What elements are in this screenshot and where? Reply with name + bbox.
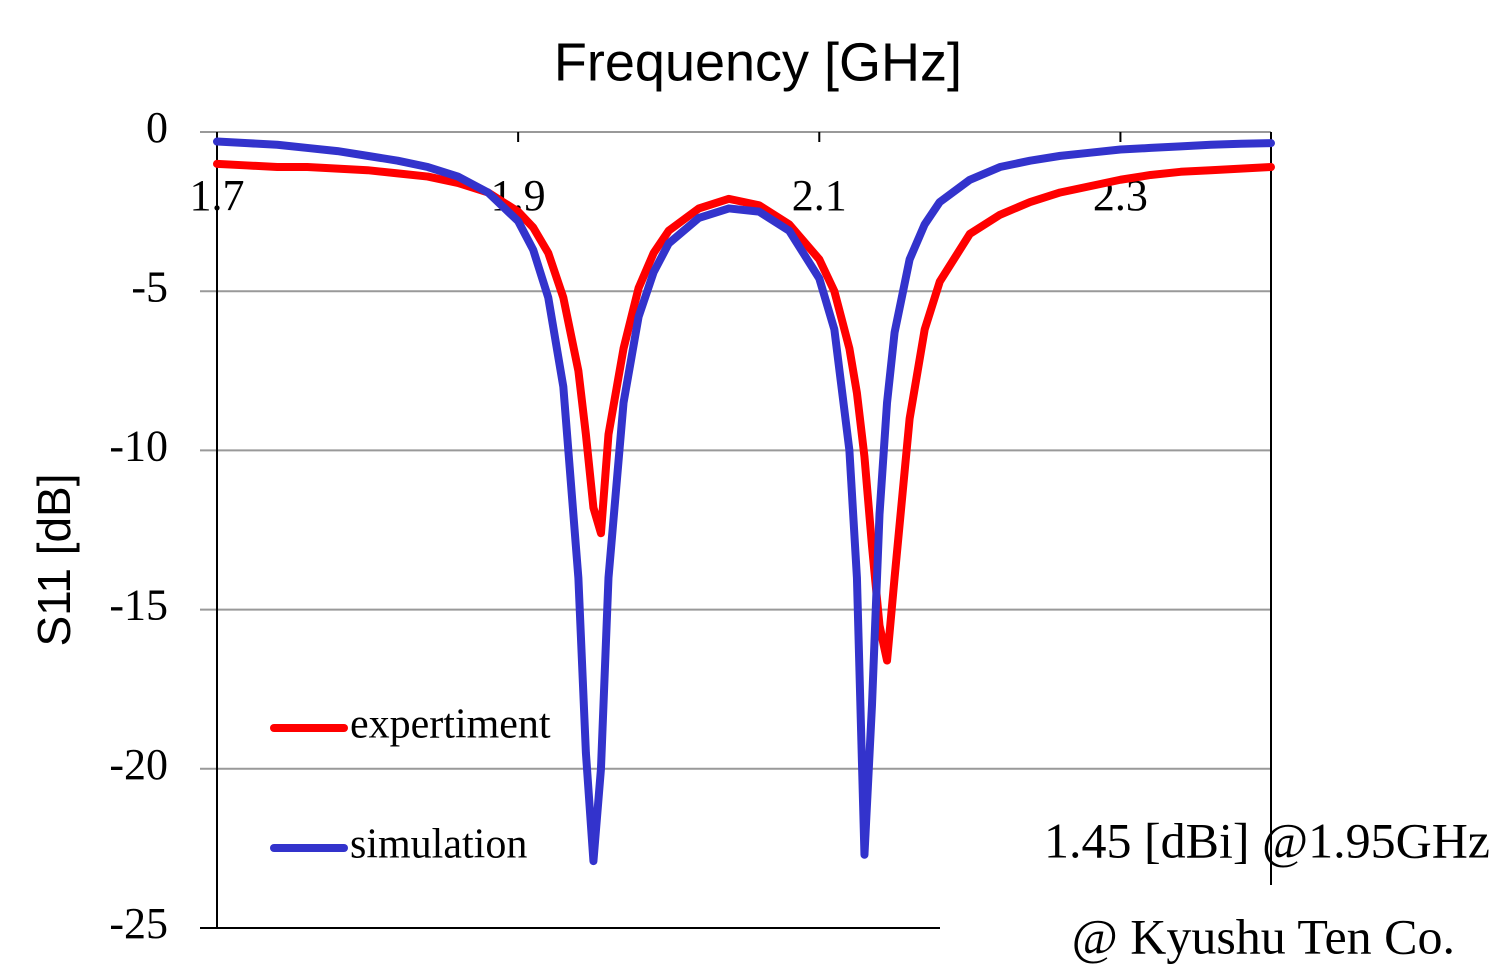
series-line — [213, 159, 1275, 665]
x-tick-label: 1.7 — [190, 171, 245, 220]
legend-label: expertiment — [350, 702, 551, 748]
y-tick-label: -10 — [109, 421, 168, 470]
legend-label: simulation — [350, 822, 527, 868]
y-tick-label: 0 — [146, 103, 168, 152]
y-tick-label: -20 — [109, 740, 168, 789]
annotation: @ Kyushu Ten Co. — [1072, 908, 1455, 964]
y-tick-label: -5 — [131, 262, 168, 311]
series-line — [213, 137, 1275, 866]
y-axis-label: S11 [dB] — [28, 473, 80, 646]
x-tick-label: 2.1 — [792, 171, 847, 220]
annotation: 1.45 [dBi] @1.95GHz — [1044, 812, 1490, 868]
chart-title: Frequency [GHz] — [554, 32, 962, 92]
y-tick-label: -25 — [109, 899, 168, 948]
y-tick-label: -15 — [109, 581, 168, 630]
